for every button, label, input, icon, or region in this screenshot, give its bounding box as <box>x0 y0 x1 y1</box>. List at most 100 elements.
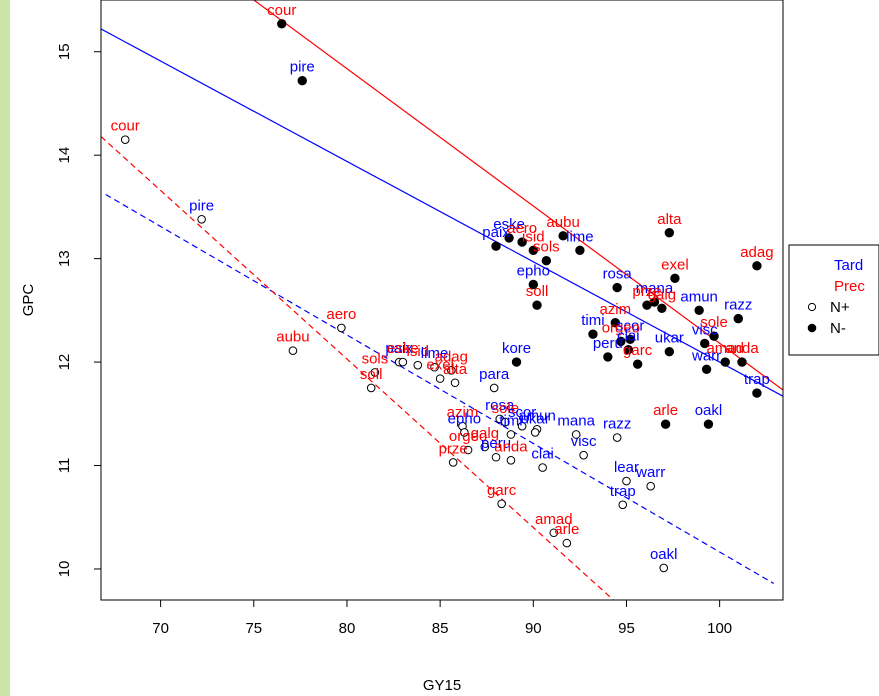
point-label: exel <box>426 357 454 374</box>
data-point <box>701 364 712 375</box>
x-tick-label: 70 <box>152 620 169 637</box>
point-label: sols <box>533 239 560 256</box>
point-label: lime <box>421 345 449 362</box>
legend-box <box>788 244 879 356</box>
data-point <box>612 282 622 293</box>
data-point <box>657 303 667 313</box>
point-label: aero <box>507 220 537 237</box>
data-point <box>413 360 423 370</box>
point-label: isid <box>407 343 430 360</box>
data-point <box>700 338 710 349</box>
y-tick-label: 11 <box>56 458 73 474</box>
data-point <box>664 228 675 238</box>
point-label: garc <box>623 342 653 359</box>
point-label: cour <box>111 118 140 135</box>
point-label: azim <box>599 301 631 318</box>
point-label: paix <box>482 224 510 241</box>
point-label: soll <box>526 283 549 300</box>
data-point <box>558 231 568 241</box>
data-point <box>463 445 473 455</box>
data-point <box>694 305 704 316</box>
legend-label: N- <box>830 320 846 337</box>
axes: 70 75 80 85 90 95 100 10 11 12 13 14 15 <box>56 43 732 637</box>
data-point <box>625 334 635 345</box>
point-label: orgeo <box>449 428 487 445</box>
legend-label: Prec <box>834 278 865 295</box>
data-point <box>538 463 547 472</box>
plot-frame <box>100 0 784 601</box>
data-point <box>511 357 522 367</box>
data-point <box>506 456 516 465</box>
data-point <box>528 279 539 290</box>
data-point <box>528 245 539 256</box>
data-point <box>618 500 628 510</box>
point-label: azim <box>447 404 479 421</box>
point-label: soll <box>360 366 383 383</box>
x-tick-label: 75 <box>245 620 262 637</box>
data-point <box>733 313 743 324</box>
data-point <box>632 359 643 369</box>
data-point <box>622 476 631 486</box>
point-label: sols <box>362 350 389 367</box>
point-label: eske <box>387 340 419 357</box>
data-point <box>610 318 620 328</box>
point-label: trap <box>610 483 636 500</box>
data-point <box>460 428 469 437</box>
point-label: amun <box>518 407 556 424</box>
fit-line <box>101 136 614 600</box>
data-point <box>549 528 559 538</box>
point-label: oakl <box>695 402 723 419</box>
data-point <box>562 538 572 548</box>
point-label: clai <box>617 328 640 345</box>
data-point <box>297 75 307 86</box>
data-point <box>489 383 499 393</box>
point-label: cour <box>267 2 296 19</box>
point-label: scor <box>508 404 536 421</box>
point-label: peru <box>593 335 623 352</box>
data-point <box>530 428 540 437</box>
data-point <box>642 300 652 310</box>
point-label: adag <box>435 348 468 365</box>
point-label: epho <box>517 262 550 279</box>
legend: Tard Prec N+ N- <box>788 244 879 356</box>
data-point <box>504 233 514 243</box>
data-point <box>588 329 598 339</box>
point-label: rosa <box>485 397 515 414</box>
point-label: trap <box>744 371 770 388</box>
legend-symbol <box>807 302 817 312</box>
data-point <box>430 362 439 372</box>
data-point <box>703 419 714 429</box>
point-label: galg <box>648 286 676 303</box>
point-label: ukar <box>521 410 550 427</box>
point-label: timi <box>581 312 604 329</box>
data-point <box>197 215 206 224</box>
data-point <box>603 352 613 362</box>
data-point <box>370 368 380 377</box>
data-point <box>480 442 490 452</box>
point-label: anda <box>494 438 528 455</box>
point-label: aero <box>326 306 356 323</box>
data-point <box>532 300 542 310</box>
x-tick-label: 100 <box>707 620 732 637</box>
point-label: visc <box>692 321 718 338</box>
fit-line <box>101 28 783 397</box>
point-label: pire <box>189 197 214 214</box>
data-point <box>517 237 527 247</box>
point-label: epho <box>448 410 481 427</box>
point-label: scor <box>616 317 644 334</box>
point-label: kore <box>502 340 531 357</box>
point-label: para <box>479 366 510 383</box>
data-point <box>737 357 747 367</box>
point-label: eske <box>493 216 525 233</box>
data-point <box>541 255 552 266</box>
data-point <box>497 499 506 509</box>
data-point <box>517 421 527 431</box>
data-point <box>709 331 719 341</box>
data-point <box>491 241 501 251</box>
y-tick-label: 10 <box>56 561 73 578</box>
y-tick-label: 12 <box>56 354 73 371</box>
data-point <box>120 135 130 144</box>
point-label: sole <box>700 314 728 331</box>
point-label: lime <box>566 228 594 245</box>
